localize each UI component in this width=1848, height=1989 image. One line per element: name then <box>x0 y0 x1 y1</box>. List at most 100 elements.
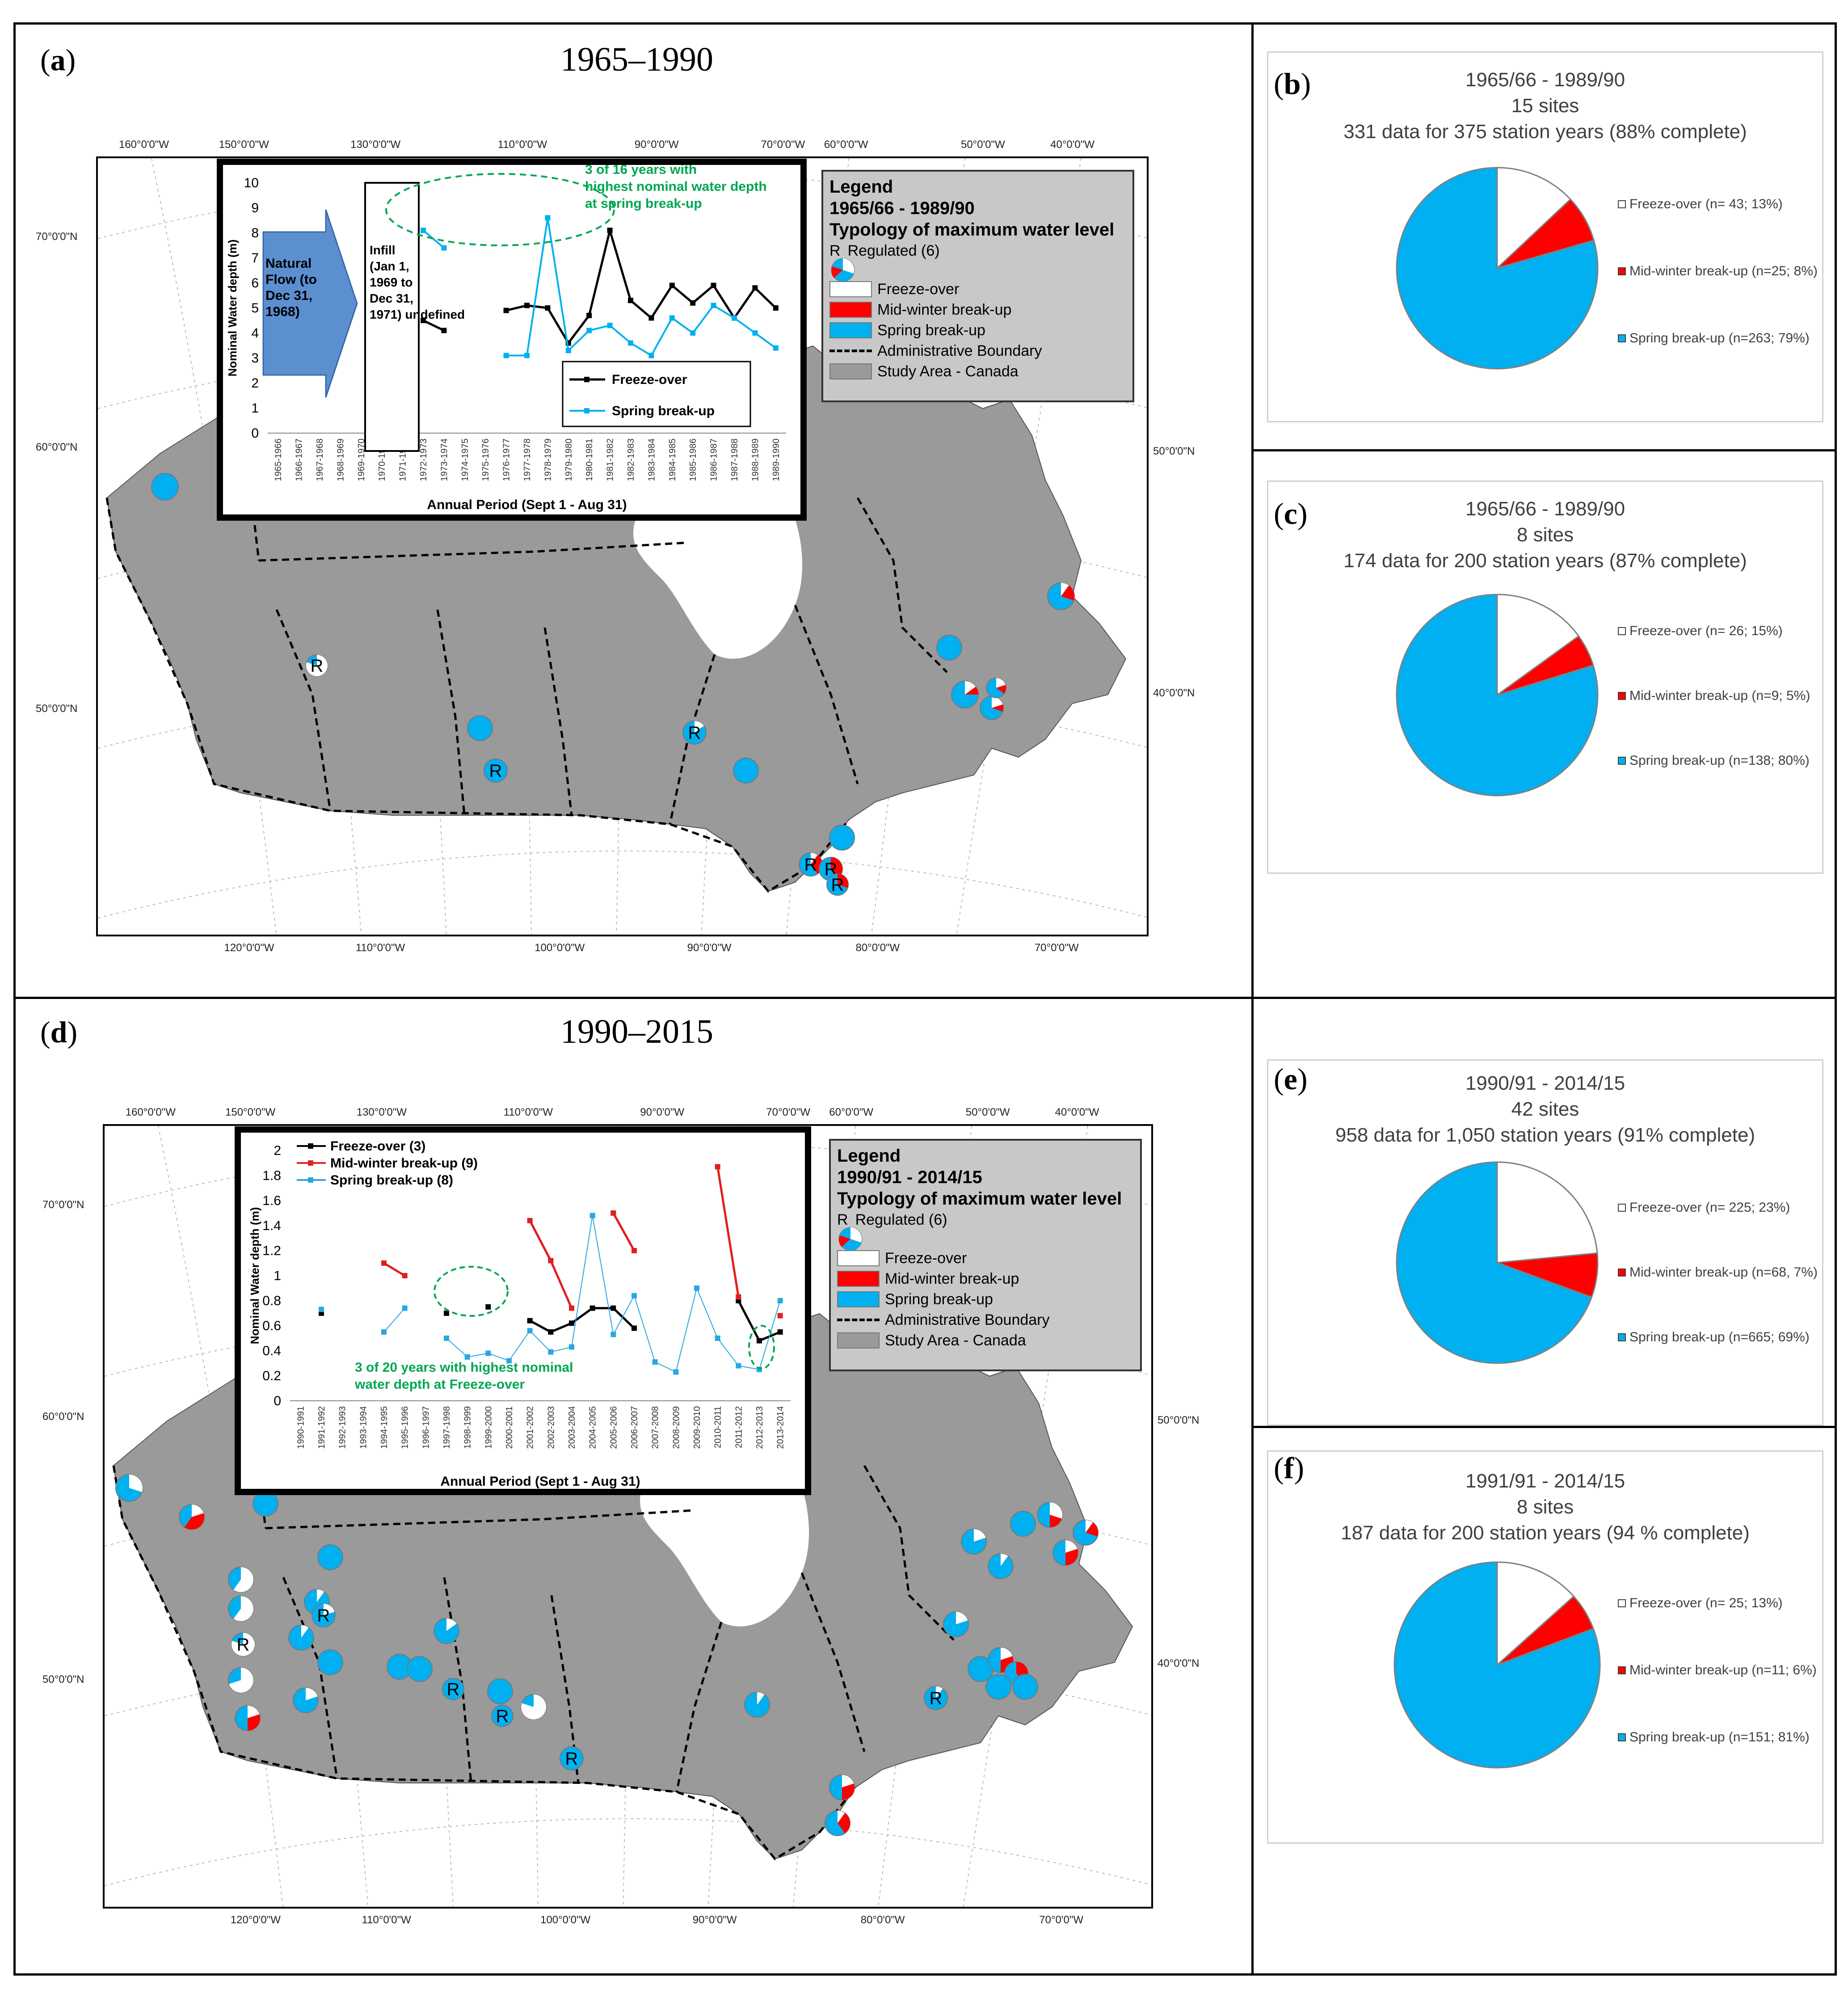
longitude-label: 60°0'0"W <box>824 139 868 151</box>
y-tick-label: 7 <box>251 251 259 265</box>
longitude-label: 90°0'0"W <box>640 1106 684 1118</box>
longitude-label: 120°0'0"W <box>230 1914 281 1926</box>
data-point <box>777 1313 783 1319</box>
series-line-segment <box>692 305 715 334</box>
x-tick-label: 1978-1979 <box>543 438 553 481</box>
series-line-segment <box>383 1308 405 1332</box>
x-tick-label: 1983-1984 <box>647 438 657 481</box>
series-line-segment <box>634 1295 656 1362</box>
boundary-swatch <box>829 350 872 352</box>
site-pie-marker <box>467 715 493 741</box>
pie-legend-swatch <box>1618 334 1626 342</box>
panel-a-letter: (a) <box>40 43 76 77</box>
site-pie-marker <box>288 1625 314 1651</box>
y-tick-label: 1.2 <box>262 1243 281 1258</box>
x-tick-label: 1965-1966 <box>274 438 283 481</box>
series-line-segment <box>551 1346 572 1353</box>
series-line-segment <box>612 1212 636 1252</box>
y-tick-label: 2 <box>274 1143 281 1158</box>
y-tick-label: 1.4 <box>262 1218 281 1233</box>
panel-a-inset-chart: 0 1 2 3 4 5 6 7 8 9 10 1965-1966 1966-1967 1967-1968 1… <box>217 159 807 521</box>
longitude-label: 70°0'0"W <box>766 1106 810 1118</box>
longitude-label: 100°0'0"W <box>540 1914 591 1926</box>
inset-legend-spring-marker <box>584 408 589 413</box>
study-area-swatch <box>837 1332 880 1348</box>
longitude-label: 120°0'0"W <box>224 942 274 954</box>
pie-f <box>1393 1561 1601 1769</box>
series-line-segment <box>547 307 569 344</box>
data-point <box>777 1298 783 1303</box>
series-line-segment <box>550 1322 572 1333</box>
y-axis-label: Nominal Water depth (m) <box>226 240 239 377</box>
y-tick-label: 0 <box>274 1394 281 1408</box>
site-pie-marker: R <box>560 1746 584 1770</box>
highlight-ellipse <box>434 1266 509 1317</box>
series-line-segment <box>592 1215 614 1335</box>
site-pie-marker <box>179 1504 205 1530</box>
site-pie-marker <box>317 1544 343 1570</box>
panel-d-title: 1990–2015 <box>560 1013 713 1050</box>
series-line-segment <box>630 342 652 357</box>
series-line-segment <box>509 1330 530 1361</box>
latitude-label: 60°0'0"N <box>36 441 78 453</box>
longitude-label: 110°0'0"W <box>355 942 405 954</box>
regulated-marker: R <box>489 761 502 781</box>
pie-legend-entry: Freeze-over (n= 225; 23%) <box>1618 1200 1790 1215</box>
longitude-label: 50°0'0"W <box>960 139 1005 151</box>
pie-legend-swatch <box>1618 1666 1626 1674</box>
x-axis-label: Annual Period (Sept 1 - Aug 31) <box>440 1474 640 1489</box>
x-tick-label: 1981-1982 <box>606 438 615 481</box>
series-line-segment <box>733 287 756 319</box>
series-line-segment <box>738 1365 760 1370</box>
x-tick-label: 2004-2005 <box>588 1406 598 1449</box>
regulated-marker: R <box>837 1211 848 1228</box>
site-pie-marker <box>829 1774 855 1800</box>
site-pie-marker: R <box>231 1632 255 1656</box>
data-point <box>548 1349 554 1355</box>
series-line-segment <box>692 284 715 304</box>
series-line-segment <box>737 1300 761 1341</box>
pie-legend-label: Freeze-over (n= 25; 13%) <box>1629 1596 1783 1610</box>
series-line-segment <box>467 1353 488 1357</box>
spring-swatch <box>829 322 872 338</box>
series-line-segment <box>712 285 736 319</box>
pie-heading-line: 958 data for 1,050 station years (91% co… <box>1335 1124 1755 1146</box>
longitude-label: 70°0'0"W <box>1039 1914 1083 1926</box>
inset-annotation: 3 of 20 years with highest nominal water … <box>354 1360 573 1392</box>
panel-d-inset-chart: 0 0.2 0.4 0.6 0.8 1 1.2 1.4 1.6 1.8 2 1990-1991 1991… <box>235 1126 811 1495</box>
longitude-label: 110°0'0"W <box>362 1914 411 1926</box>
series-line-segment <box>609 324 631 344</box>
legend-pie-icon <box>831 258 855 282</box>
legend-heading: Legend <box>837 1146 901 1166</box>
pie-legend-label: Spring break-up (n=138; 80%) <box>1629 753 1810 768</box>
inset-legend-box <box>562 361 751 427</box>
y-tick-label: 2 <box>251 376 259 391</box>
site-pie-marker <box>988 1553 1014 1579</box>
pie-heading-line: 1965/66 - 1989/90 <box>1465 69 1625 91</box>
site-pie-marker: R <box>484 759 508 783</box>
series-line-segment <box>529 1319 551 1333</box>
series-line-segment <box>588 230 611 316</box>
series-line-segment <box>609 230 632 301</box>
pie-slice <box>1496 167 1572 270</box>
site-pie-marker <box>228 1667 254 1693</box>
pie-legend-entry: Spring break-up (n=665; 69%) <box>1618 1330 1810 1345</box>
data-point <box>631 1248 637 1253</box>
pie-legend-swatch <box>1618 1733 1626 1741</box>
longitude-label: 130°0'0"W <box>350 139 401 151</box>
x-tick-label: 2005-2006 <box>609 1406 619 1449</box>
pie-slice <box>1496 594 1580 696</box>
site-pie-marker <box>407 1656 433 1682</box>
longitude-label: 70°0'0"W <box>761 139 805 151</box>
longitude-label: 60°0'0"W <box>829 1106 873 1118</box>
x-tick-label: 2013-2014 <box>776 1406 786 1449</box>
inset-legend-marker <box>308 1177 313 1183</box>
longitude-label: 150°0'0"W <box>219 139 269 151</box>
site-pie-marker <box>988 1647 1014 1673</box>
data-point <box>524 353 530 358</box>
series-line-segment <box>550 1260 573 1309</box>
pie-legend-entry: Freeze-over (n= 43; 13%) <box>1618 197 1783 212</box>
pie-legend-swatch <box>1618 1599 1626 1607</box>
regulated-marker: R <box>496 1707 509 1726</box>
midwinter-swatch <box>829 302 872 318</box>
